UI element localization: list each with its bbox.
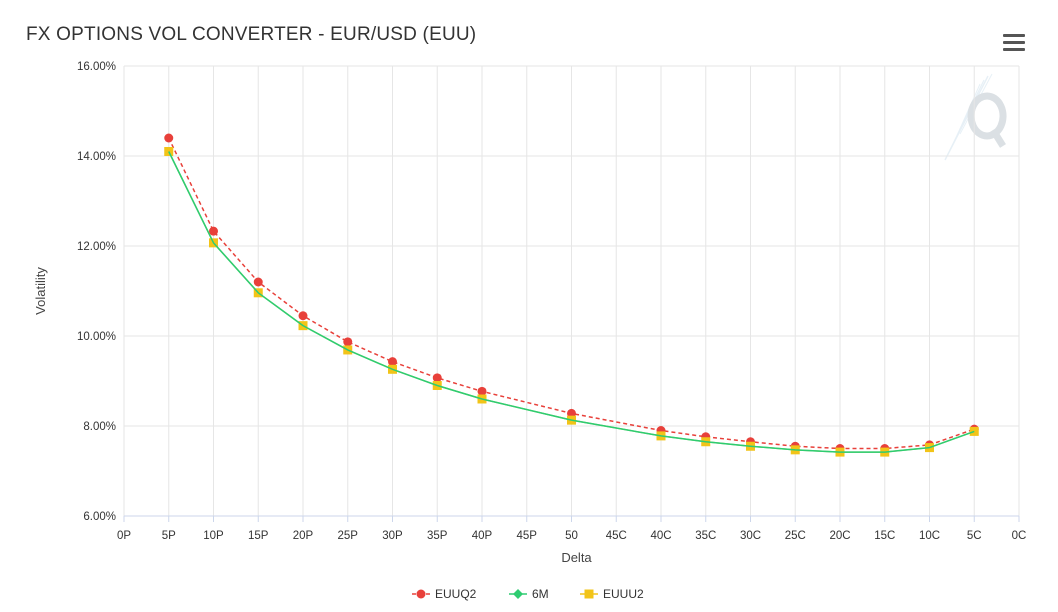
x-tick-label: 10P	[203, 530, 224, 542]
data-point[interactable]	[164, 133, 174, 143]
y-tick-label: 8.00%	[83, 421, 116, 433]
legend-item-euuu2[interactable]: EUUU2	[580, 587, 644, 601]
series-line	[168, 151, 975, 453]
x-tick-label: 5P	[162, 530, 176, 542]
data-point[interactable]	[343, 337, 353, 347]
legend-symbol[interactable]	[584, 589, 594, 599]
y-tick-label: 12.00%	[77, 241, 116, 253]
data-point[interactable]	[209, 226, 218, 236]
legend-symbol[interactable]	[416, 589, 426, 599]
y-tick-label: 6.00%	[83, 511, 116, 523]
legend-label: EUUU2	[603, 587, 644, 601]
y-tick-label: 16.00%	[77, 61, 116, 73]
x-tick-label: 15P	[248, 530, 269, 542]
x-tick-label: 30C	[740, 530, 761, 542]
data-point[interactable]	[477, 386, 487, 396]
x-tick-label: 40C	[650, 530, 671, 542]
x-tick-label: 0P	[117, 530, 131, 542]
legend-item-6m[interactable]: 6M	[509, 587, 549, 601]
data-point[interactable]	[432, 373, 442, 383]
x-tick-label: 25P	[338, 530, 359, 542]
x-tick-label: 45P	[517, 530, 538, 542]
menu-bar	[1003, 34, 1025, 37]
x-tick-label: 45C	[606, 530, 627, 542]
chart-title: FX OPTIONS VOL CONVERTER - EUR/USD (EUU)	[26, 24, 477, 45]
x-tick-label: 35C	[695, 530, 716, 542]
series-6m	[168, 151, 975, 453]
x-tick-label: 20P	[293, 530, 314, 542]
x-tick-label: 15C	[874, 530, 895, 542]
menu-bar	[1003, 41, 1025, 44]
x-axis-title: Delta	[561, 550, 592, 565]
x-tick-label: 20C	[829, 530, 850, 542]
x-tick-label: 40P	[472, 530, 493, 542]
data-point[interactable]	[388, 357, 397, 367]
menu-bar	[1003, 48, 1025, 51]
data-point[interactable]	[298, 311, 308, 321]
grid	[123, 65, 1020, 517]
y-tick-label: 14.00%	[77, 151, 116, 163]
x-tick-label: 25C	[785, 530, 806, 542]
series-layer	[164, 133, 979, 457]
x-tick-label: 35P	[427, 530, 448, 542]
x-tick-label: 30P	[382, 530, 403, 542]
x-tick-label: 5C	[967, 530, 982, 542]
legend-label: EUUQ2	[435, 587, 477, 601]
data-point[interactable]	[253, 277, 263, 287]
y-axis-title: Volatility	[33, 267, 48, 315]
axes: 6.00% 8.00% 10.00% 12.00% 14.00% 16.00% 0P 5P 10…	[33, 61, 1026, 565]
legend-label: 6M	[532, 587, 549, 601]
legend-symbol[interactable]	[513, 589, 523, 599]
x-tick-label: 0C	[1012, 530, 1027, 542]
legend: EUUQ2 6M EUUU2	[412, 587, 644, 601]
x-tick-label: 10C	[919, 530, 940, 542]
x-tick-label: 50	[565, 530, 578, 542]
y-tick-label: 10.00%	[77, 331, 116, 343]
hamburger-menu-icon[interactable]	[1000, 30, 1028, 56]
legend-item-euuq2[interactable]: EUUQ2	[412, 587, 477, 601]
